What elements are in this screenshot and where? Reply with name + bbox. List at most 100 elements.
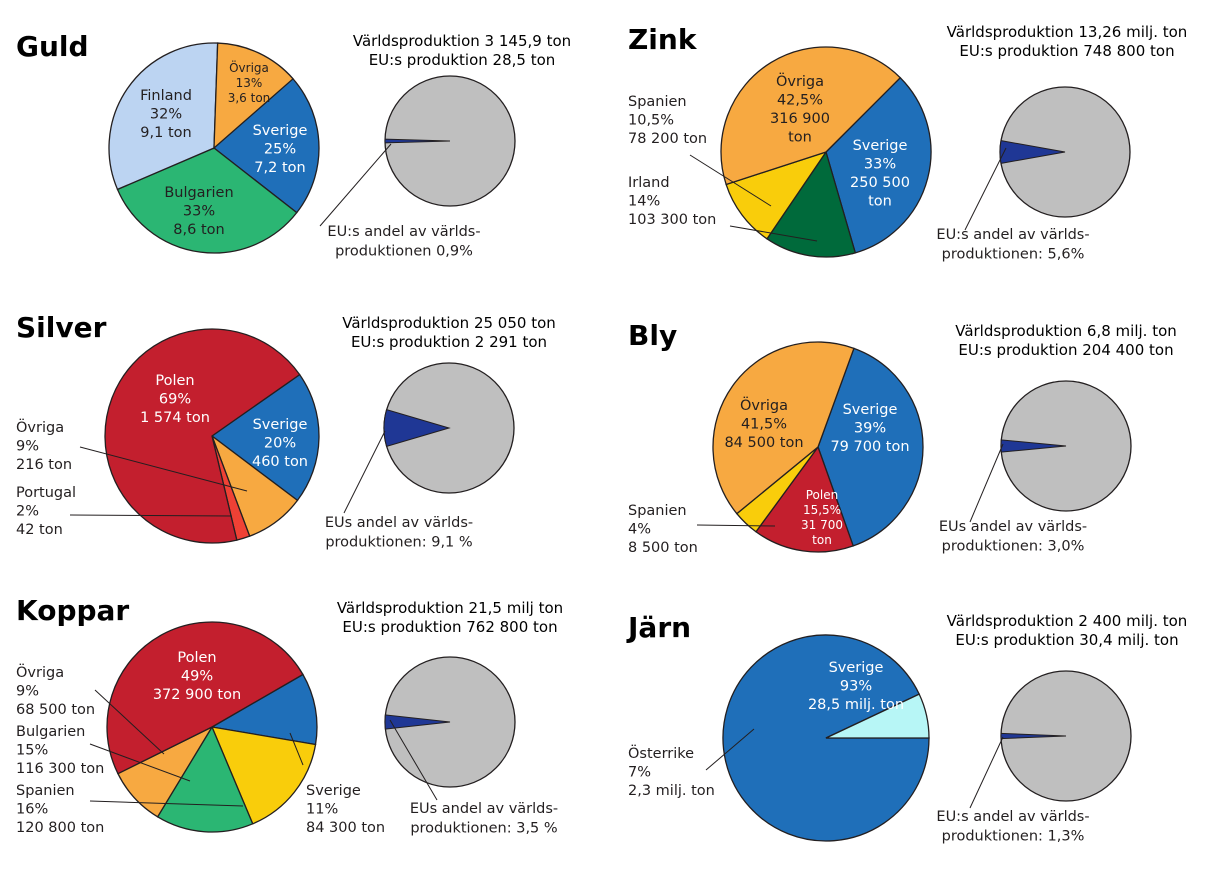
eu-share-wedge xyxy=(384,138,451,144)
slice-label-polen-line: ton xyxy=(812,533,832,547)
pie-slice-sverige xyxy=(825,76,932,254)
pie-slice-osterrike xyxy=(825,693,930,739)
slice-label-sverige-line: 11% xyxy=(306,802,338,818)
share-leader-line xyxy=(969,443,1004,523)
slice-label-spanien: Spanien 10,5% 78 200 ton xyxy=(628,94,707,147)
eu-share-label-line: produktionen: 3,5 % xyxy=(410,821,557,837)
world-production: Världsproduktion 6,8 milj. ton xyxy=(955,322,1177,340)
slice-label-osterrike-line: Österrike xyxy=(628,744,694,762)
slice-label-ovriga-line: Övriga xyxy=(776,72,824,90)
slice-label-irland-line: Irland xyxy=(628,175,670,191)
world-production: Världsproduktion 3 145,9 ton xyxy=(353,32,571,50)
leader-line-ovriga xyxy=(79,446,248,492)
leader-line-spanien xyxy=(89,800,244,807)
eu-share-label-line: EU:s andel av världs- xyxy=(936,227,1089,243)
slice-label-ovriga-line: 316 900 xyxy=(770,111,830,127)
slice-label-finland-line: 9,1 ton xyxy=(140,125,191,141)
eu-share-label-line: EUs andel av världs- xyxy=(939,519,1087,535)
slice-label-polen: Polen 49% 372 900 ton xyxy=(153,650,241,703)
slice-label-polen-line: 372 900 ton xyxy=(153,687,241,703)
slice-label-sverige-line: ton xyxy=(868,194,892,210)
slice-label-spanien-line: 78 200 ton xyxy=(628,131,707,147)
pie-slice-spanien xyxy=(210,726,317,825)
chart-zink: Zink Världsproduktion 13,26 milj. tonEU:s… xyxy=(628,23,1188,258)
slice-label-ovriga: Övriga 9% 216 ton xyxy=(16,418,72,473)
world-production: Världsproduktion 25 050 ton xyxy=(342,314,556,332)
slice-label-ovriga: Övriga 41,5% 84 500 ton xyxy=(724,396,803,451)
eu-production: EU:s produktion 748 800 ton xyxy=(959,42,1174,60)
slice-label-sverige: Sverige 20% 460 ton xyxy=(252,417,308,470)
leader-line-spanien xyxy=(696,524,776,527)
slice-label-spanien-line: 4% xyxy=(628,522,651,538)
pie-slice-irland xyxy=(766,150,857,258)
slice-label-spanien: Spanien 4% 8 500 ton xyxy=(628,503,698,556)
slice-label-spanien-line: Spanien xyxy=(16,783,75,799)
share-leader-line xyxy=(969,736,1004,809)
slice-label-osterrike-line: 7% xyxy=(628,765,651,781)
slice-label-sverige: Sverige 11% 84 300 ton xyxy=(306,783,385,836)
eu-share-label: EUs andel av världs-produktionen: 3,5 % xyxy=(410,801,558,837)
slice-label-polen-line: Polen xyxy=(177,650,216,666)
share-leader-line xyxy=(343,430,386,514)
eu-share-wedge xyxy=(384,714,451,730)
slice-label-portugal: Portugal 2% 42 ton xyxy=(16,485,76,538)
slice-label-ovriga: Övriga 42,5% 316 900 ton xyxy=(770,72,830,146)
slice-label-sverige-line: Sverige xyxy=(843,402,898,418)
slice-label-sverige-line: 93% xyxy=(840,679,872,695)
slice-label-ovriga-line: 68 500 ton xyxy=(16,702,95,718)
slice-label-irland-line: 103 300 ton xyxy=(628,212,716,228)
slice-label-sverige-line: Sverige xyxy=(829,660,884,676)
pie-slice-ovriga xyxy=(720,46,902,186)
slice-label-ovriga-line: ton xyxy=(788,130,812,146)
leader-line-irland xyxy=(729,225,818,242)
pie-slice-polen xyxy=(104,328,301,544)
slice-label-osterrike: Österrike 7% 2,3 milj. ton xyxy=(628,744,715,799)
slice-label-polen-line: 15,5% xyxy=(803,503,841,517)
slice-label-polen-line: Polen xyxy=(806,488,838,502)
slice-label-polen: Polen 69% 1 574 ton xyxy=(140,373,210,426)
chart-title: Silver xyxy=(16,311,107,344)
slice-label-spanien-line: Spanien xyxy=(628,94,687,110)
pie-slice-ovriga xyxy=(712,341,855,515)
slice-label-sverige-line: 20% xyxy=(264,436,296,452)
slice-label-ovriga-line: Övriga xyxy=(16,418,64,436)
slice-label-sverige-line: 79 700 ton xyxy=(830,439,909,455)
leader-line-spanien xyxy=(689,154,772,207)
slice-label-portugal-line: 42 ton xyxy=(16,522,63,538)
slice-label-sverige-line: Sverige xyxy=(253,417,308,433)
slice-label-irland-line: 14% xyxy=(628,194,660,210)
slice-label-sverige-line: 39% xyxy=(854,421,886,437)
world-production: Världsproduktion 13,26 milj. ton xyxy=(947,23,1188,41)
slice-label-ovriga-line: 13% xyxy=(236,76,263,90)
slice-label-sverige-line: Sverige xyxy=(306,783,361,799)
slice-label-sverige-line: 28,5 milj. ton xyxy=(808,697,904,713)
slice-label-polen-line: Polen xyxy=(155,373,194,389)
chart-title: Zink xyxy=(628,23,698,56)
chart-jarn: Järn Världsproduktion 2 400 milj. tonEU:s… xyxy=(626,611,1187,842)
slice-label-osterrike-line: 2,3 milj. ton xyxy=(628,783,715,799)
leader-line-ovriga xyxy=(94,689,165,755)
eu-share-label-line: EU:s andel av världs- xyxy=(936,809,1089,825)
eu-production: EU:s produktion 2 291 ton xyxy=(351,333,547,351)
slice-label-ovriga-line: Övriga xyxy=(16,663,64,681)
eu-share-label: EU:s andel av världs-produktionen: 5,6% xyxy=(936,227,1089,263)
eu-share-label-line: EUs andel av världs- xyxy=(325,515,473,531)
slice-label-spanien-line: Spanien xyxy=(628,503,687,519)
eu-share-label: EUs andel av världs-produktionen: 3,0% xyxy=(939,519,1087,555)
chart-title: Koppar xyxy=(16,594,129,627)
leader-line-portugal xyxy=(69,514,233,517)
slice-label-bulgarien-line: Bulgarien xyxy=(164,185,233,201)
eu-share-label-line: produktionen: 1,3% xyxy=(942,829,1085,845)
pie-slice-sverige xyxy=(210,373,320,502)
slice-label-polen-line: 1 574 ton xyxy=(140,410,210,426)
slice-label-sverige: Sverige 33% 250 500 ton xyxy=(850,138,910,210)
slice-label-sverige-line: 7,2 ton xyxy=(254,160,305,176)
slice-label-bulgarien-line: 15% xyxy=(16,743,48,759)
slice-label-sverige: Sverige 25% 7,2 ton xyxy=(253,123,308,176)
pie-slice-sverige xyxy=(210,673,318,746)
